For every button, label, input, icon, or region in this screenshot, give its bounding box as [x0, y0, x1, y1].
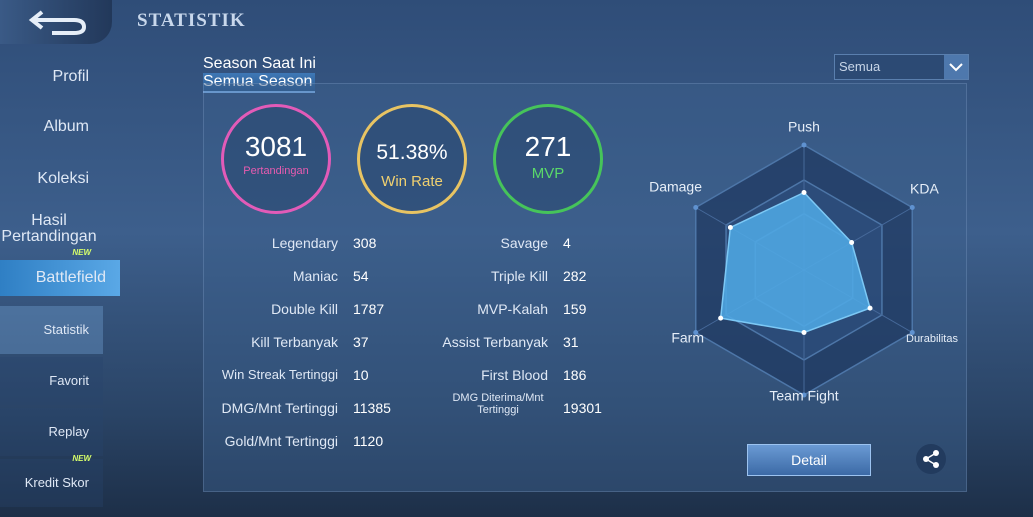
stat-label: Double Kill	[271, 301, 338, 317]
radar-point	[801, 190, 807, 195]
summary-value: 51.38%	[376, 141, 448, 164]
stat-value: 159	[563, 301, 587, 317]
stat-value: 4	[563, 235, 571, 251]
tabs: Season Saat Ini Semua Season	[203, 55, 433, 93]
dropdown-arrow	[944, 55, 968, 79]
stat-label: DMG/Mnt Tertinggi	[221, 400, 338, 416]
back-icon	[28, 10, 87, 35]
summary-label: Pertandingan	[243, 165, 309, 177]
radar-point	[718, 315, 724, 321]
radar-axis-label: KDA	[910, 181, 939, 197]
stat-value: 308	[353, 235, 377, 251]
radar-axis-label: Farm	[671, 330, 704, 346]
stat-value: 11385	[353, 400, 391, 416]
stat-value: 1787	[353, 301, 385, 317]
summary-value: 3081	[244, 131, 308, 162]
stat-label: DMG Diterima/Mnt Tertinggi	[452, 392, 544, 416]
radar-point	[727, 225, 733, 230]
filter-text: Semua	[839, 59, 881, 74]
season-tab[interactable]: Season Saat Ini	[203, 55, 316, 72]
stat-value: 1120	[353, 433, 384, 449]
new-badge: NEW	[72, 248, 91, 257]
back-button[interactable]	[0, 0, 112, 44]
radar-axis-label: Team Fight	[769, 388, 838, 404]
sidebar-item[interactable]: Statistik	[0, 306, 103, 354]
radar-point	[849, 240, 855, 245]
stat-label: Legendary	[271, 235, 338, 251]
sidebar-item[interactable]: Kredit Skor	[0, 459, 103, 507]
radar-axis-label: Durabilitas	[906, 333, 958, 345]
radar-chart: Push KDA Durabilitas Team Fight Farm Damage	[649, 119, 958, 404]
sidebar-item[interactable]: Koleksi	[37, 170, 89, 187]
sidebar: Profil Album Koleksi Hasil Pertandingan Batt…	[0, 48, 120, 517]
stat-label: Win Streak Tertinggi	[221, 367, 338, 382]
stat-label: Gold/Mnt Tertinggi	[224, 433, 338, 449]
stat-label: MVP-Kalah	[477, 301, 548, 317]
summary-value: 271	[524, 131, 572, 162]
stat-label: Assist Terbanyak	[442, 334, 548, 350]
radar-axis-label: Damage	[649, 179, 702, 195]
new-badge: NEW	[72, 454, 91, 463]
stat-label: Kill Terbanyak	[251, 334, 338, 350]
sidebar-item[interactable]: Album	[43, 118, 89, 135]
share-icon	[923, 450, 939, 468]
stat-value: 186	[563, 367, 587, 383]
sidebar-item[interactable]: Favorit	[0, 357, 103, 405]
share-button[interactable]	[916, 444, 946, 474]
radar-vertex-dot	[909, 330, 915, 335]
stat-label: Maniac	[292, 268, 338, 284]
sidebar-item[interactable]: Battlefield	[0, 260, 120, 296]
page-title: STATISTIK	[137, 10, 246, 31]
stat-label: First Blood	[481, 367, 548, 383]
summary-circle: 51.38% Win Rate	[357, 104, 467, 214]
season-tab[interactable]: Semua Season	[203, 73, 315, 93]
radar-axis-label: Push	[788, 119, 820, 135]
radar-vertex-dot	[801, 392, 807, 398]
radar-vertex-dot	[801, 142, 807, 148]
summary-circle: 271 MVP	[493, 104, 603, 214]
detail-button[interactable]: Detail	[747, 444, 871, 476]
sidebar-item[interactable]: Profil	[52, 68, 89, 85]
stat-label: Savage	[500, 235, 548, 251]
radar-vertex-dot	[693, 330, 699, 335]
stat-value: 37	[353, 334, 369, 350]
stat-value: 282	[563, 268, 587, 284]
summary-circle: 3081 Pertandingan	[221, 104, 331, 214]
radar-point	[867, 305, 873, 311]
sidebar-item[interactable]: Hasil Pertandingan	[1, 212, 97, 245]
radar-vertex-dot	[693, 205, 699, 210]
summary-label: MVP	[531, 165, 565, 182]
radar-vertex-dot	[909, 205, 915, 210]
summary-label: Win Rate	[381, 173, 443, 190]
radar-point	[801, 330, 807, 335]
sidebar-item[interactable]: Replay	[0, 408, 103, 456]
stat-value: 31	[563, 334, 579, 350]
stat-value: 54	[353, 268, 369, 284]
stat-label: Triple Kill	[490, 268, 548, 284]
stat-value: 19301	[563, 400, 602, 416]
season-filter[interactable]: Semua	[834, 54, 969, 80]
stat-value: 10	[353, 367, 369, 383]
